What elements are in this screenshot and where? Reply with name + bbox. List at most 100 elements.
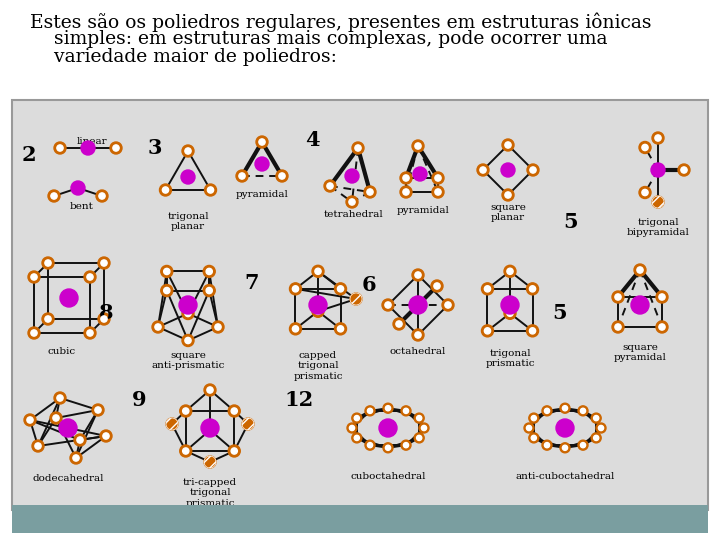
Circle shape [355, 145, 361, 151]
Circle shape [60, 289, 78, 307]
Circle shape [231, 448, 238, 454]
Text: bent: bent [70, 202, 94, 211]
Circle shape [417, 415, 422, 421]
Circle shape [255, 157, 269, 171]
Circle shape [482, 283, 493, 295]
Circle shape [181, 170, 195, 184]
Circle shape [182, 145, 194, 157]
Circle shape [99, 193, 105, 199]
Circle shape [544, 443, 549, 448]
Circle shape [73, 455, 79, 461]
Circle shape [347, 423, 357, 433]
Circle shape [659, 294, 665, 300]
Circle shape [185, 148, 191, 154]
Circle shape [642, 190, 648, 195]
Circle shape [204, 184, 217, 196]
Circle shape [98, 313, 110, 325]
Circle shape [639, 141, 651, 153]
Circle shape [309, 296, 327, 314]
Circle shape [349, 199, 355, 205]
Circle shape [591, 433, 601, 443]
Circle shape [634, 264, 646, 276]
Circle shape [207, 187, 214, 193]
Circle shape [259, 139, 265, 145]
Circle shape [103, 433, 109, 439]
Circle shape [182, 334, 194, 347]
Circle shape [180, 405, 192, 417]
Circle shape [163, 187, 168, 193]
Circle shape [53, 415, 59, 421]
Circle shape [161, 285, 173, 296]
Bar [12, 100, 708, 510]
Circle shape [485, 286, 490, 292]
Circle shape [560, 443, 570, 453]
Circle shape [409, 296, 427, 314]
Circle shape [204, 456, 216, 468]
Circle shape [84, 271, 96, 283]
Circle shape [681, 167, 687, 173]
Circle shape [591, 413, 601, 423]
Text: 7: 7 [244, 273, 258, 293]
Circle shape [292, 326, 299, 332]
Circle shape [163, 287, 170, 294]
Circle shape [54, 142, 66, 154]
Circle shape [529, 286, 536, 292]
Circle shape [417, 435, 422, 441]
Circle shape [183, 448, 189, 454]
Circle shape [327, 183, 333, 189]
Circle shape [421, 426, 426, 430]
Circle shape [412, 269, 424, 281]
Text: 4: 4 [305, 130, 320, 150]
Circle shape [110, 142, 122, 154]
Text: trigonal
planar: trigonal planar [167, 212, 209, 232]
Circle shape [419, 423, 429, 433]
Circle shape [101, 316, 107, 322]
Text: square
pyramidal: square pyramidal [613, 343, 667, 362]
Circle shape [152, 321, 164, 333]
Circle shape [51, 193, 57, 199]
Circle shape [631, 296, 649, 314]
Circle shape [435, 175, 441, 181]
Circle shape [312, 265, 324, 278]
Circle shape [403, 189, 409, 195]
Circle shape [289, 283, 302, 295]
Circle shape [231, 408, 238, 414]
Text: 3: 3 [148, 138, 163, 158]
Circle shape [32, 440, 44, 452]
Circle shape [415, 272, 421, 278]
Circle shape [203, 266, 215, 278]
Bar [12, 505, 708, 533]
Text: anti-cuboctahedral: anti-cuboctahedral [516, 472, 615, 481]
Circle shape [155, 324, 161, 330]
Circle shape [615, 294, 621, 300]
Text: octahedral: octahedral [390, 347, 446, 356]
Circle shape [101, 260, 107, 266]
Circle shape [598, 426, 603, 430]
Circle shape [182, 307, 194, 320]
Circle shape [385, 302, 391, 308]
Circle shape [527, 164, 539, 176]
Circle shape [57, 395, 63, 401]
Circle shape [242, 418, 254, 430]
Circle shape [335, 283, 346, 295]
Circle shape [659, 324, 665, 330]
Circle shape [31, 274, 37, 280]
Circle shape [434, 283, 440, 289]
Circle shape [562, 406, 567, 411]
Circle shape [413, 167, 427, 181]
Circle shape [526, 283, 539, 295]
Circle shape [578, 440, 588, 450]
Circle shape [338, 286, 343, 292]
Circle shape [560, 403, 570, 413]
Circle shape [113, 145, 119, 151]
Circle shape [54, 392, 66, 404]
Circle shape [379, 419, 397, 437]
Text: 12: 12 [284, 390, 313, 410]
Circle shape [365, 440, 375, 450]
Circle shape [528, 413, 539, 423]
Circle shape [42, 257, 54, 269]
Circle shape [403, 175, 409, 181]
Circle shape [87, 330, 93, 336]
Circle shape [92, 404, 104, 416]
Text: cuboctahedral: cuboctahedral [350, 472, 426, 481]
